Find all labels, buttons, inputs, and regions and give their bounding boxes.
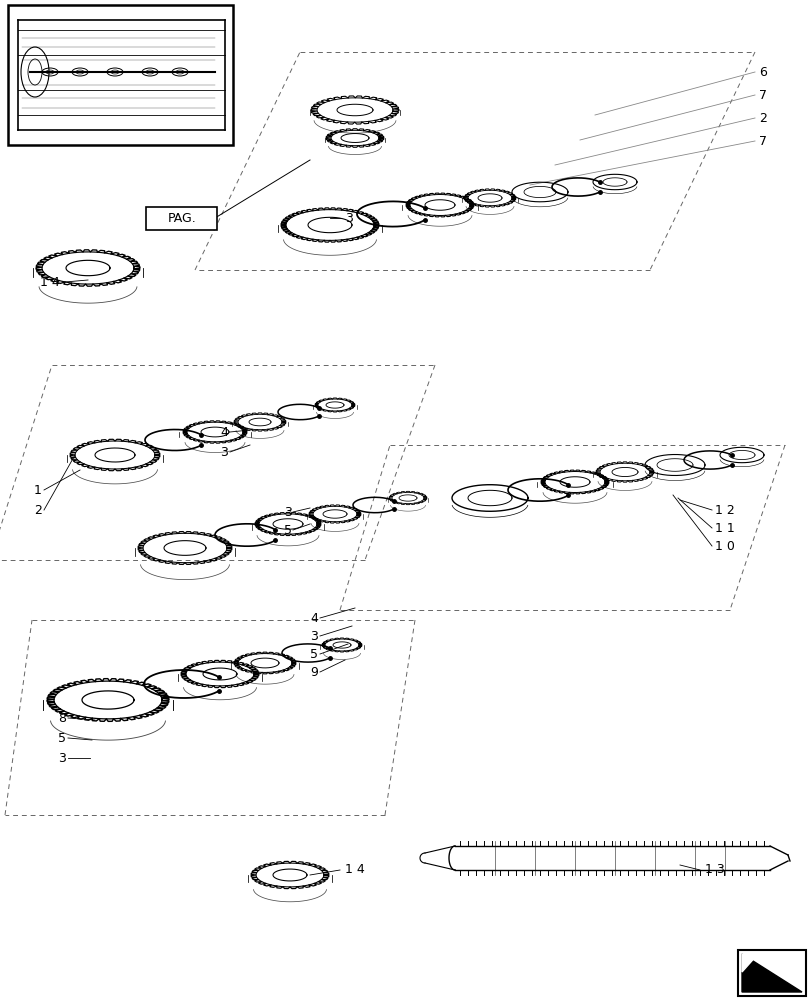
Polygon shape — [741, 954, 757, 972]
Text: 3: 3 — [220, 446, 228, 458]
Text: 1 4: 1 4 — [41, 275, 60, 288]
Text: PAG.: PAG. — [167, 212, 196, 225]
Text: 1 4: 1 4 — [345, 863, 364, 876]
Text: 7: 7 — [758, 135, 766, 148]
Text: 1 2: 1 2 — [714, 504, 734, 516]
FancyBboxPatch shape — [146, 207, 217, 230]
Bar — [737, 950, 805, 996]
Text: 6: 6 — [758, 66, 766, 79]
Polygon shape — [741, 954, 801, 992]
Text: 2: 2 — [758, 112, 766, 125]
Text: 1: 1 — [34, 484, 42, 496]
Text: 3: 3 — [345, 212, 353, 225]
Bar — [8, 5, 233, 145]
Text: 3: 3 — [58, 752, 66, 764]
Text: 3: 3 — [284, 506, 292, 518]
Text: 5: 5 — [310, 648, 318, 660]
Text: 1 0: 1 0 — [714, 540, 734, 552]
Text: 9: 9 — [310, 666, 318, 678]
Text: 5: 5 — [58, 732, 66, 744]
Text: 5: 5 — [284, 524, 292, 536]
Text: 4: 4 — [220, 426, 228, 438]
Text: 2: 2 — [34, 504, 42, 516]
Text: 1 1: 1 1 — [714, 522, 734, 534]
Text: 7: 7 — [758, 89, 766, 102]
Text: 3: 3 — [310, 630, 318, 643]
Text: 4: 4 — [310, 611, 318, 624]
Text: 8: 8 — [58, 712, 66, 724]
Text: 1 3: 1 3 — [704, 863, 724, 876]
